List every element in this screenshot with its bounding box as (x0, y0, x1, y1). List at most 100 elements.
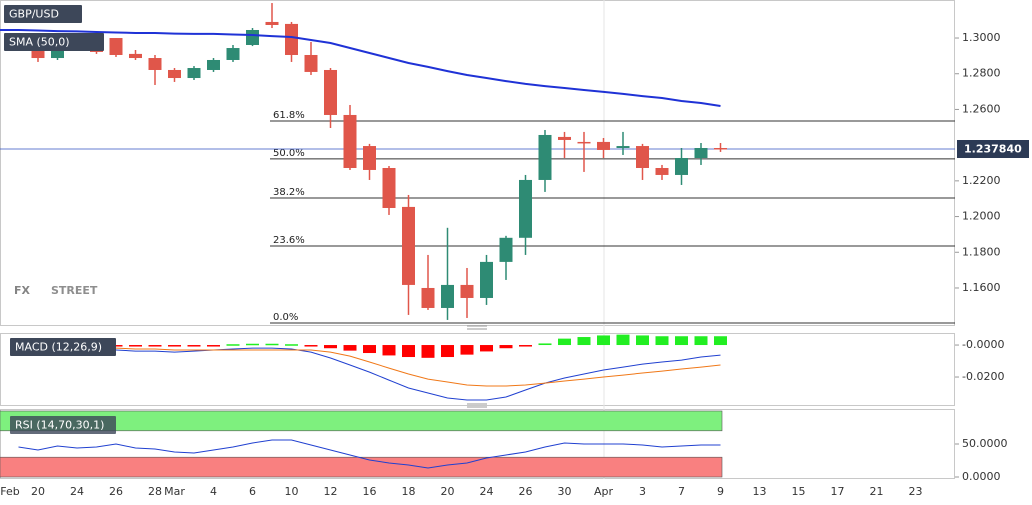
x-tick-label: Feb (0, 485, 19, 498)
histogram-bar (324, 345, 337, 349)
y-tick-label: 1.2800 (962, 67, 1001, 80)
x-tick-label: 21 (870, 485, 884, 498)
line (0, 29, 721, 107)
candle-body (304, 54, 318, 72)
histogram-bar (636, 335, 649, 346)
histogram-bar (694, 336, 708, 346)
rsi-panel-frame (0, 409, 955, 479)
candle-body (265, 21, 279, 25)
histogram-bar (168, 345, 181, 347)
label-box (10, 416, 116, 434)
fib-label: 38.2% (273, 187, 305, 198)
candle-body (187, 68, 201, 79)
candle-body (441, 284, 454, 308)
candle-body (129, 53, 142, 59)
fib-label: 0.0% (273, 312, 298, 323)
histogram-bar (499, 345, 513, 349)
x-tick-label: 9 (717, 485, 724, 498)
y-tick-label: 1.3000 (962, 31, 1001, 44)
y-tick-label: 50.0000 (962, 437, 1008, 450)
panel-label: RSI (14,70,30,1) (15, 419, 104, 432)
histogram-bar (519, 345, 532, 347)
candle-body (460, 284, 474, 298)
candle-body (207, 59, 220, 70)
histogram-bar (207, 345, 220, 347)
candle-body (382, 167, 396, 208)
histogram-bar (441, 345, 454, 358)
label-box (4, 5, 82, 23)
y-tick-label: 1.2200 (962, 174, 1001, 187)
candle-body (421, 287, 435, 308)
panel-label: MACD (12,26,9) (15, 341, 102, 354)
x-tick-label: 16 (363, 485, 377, 498)
y-tick-label: 1.1800 (962, 245, 1001, 258)
candle-body (577, 141, 591, 144)
x-tick-label: 26 (519, 485, 533, 498)
histogram-bar (538, 343, 552, 346)
x-tick-label: Mar (164, 485, 185, 498)
candle-body (343, 114, 357, 168)
candle-body (519, 179, 532, 238)
histogram-bar (343, 345, 357, 351)
candle-body (675, 158, 688, 175)
rsi-zone (0, 410, 723, 432)
x-tick-label: 28 (148, 485, 162, 498)
candle-body (655, 167, 669, 175)
panel-grip (467, 325, 487, 408)
candle-body (148, 58, 162, 70)
label-box (10, 338, 116, 356)
x-tick-label: 7 (678, 485, 685, 498)
candle-body (636, 146, 649, 168)
panel-label: GBP/USD (9, 8, 59, 21)
x-tick-label: 4 (210, 485, 217, 498)
x-tick-label: 15 (792, 485, 806, 498)
histogram-bar (577, 337, 591, 346)
candle-body (168, 69, 181, 79)
candle-body (324, 69, 337, 115)
y-tick-label: 1.2600 (962, 102, 1001, 115)
candle-body (714, 148, 727, 150)
y-tick-label: -0.0000 (962, 338, 1004, 351)
histogram-bar (129, 345, 142, 347)
candle-body (363, 146, 376, 170)
histogram-bar (402, 345, 415, 358)
panel-label: SMA (50,0) (9, 36, 70, 49)
candle-body (499, 237, 513, 262)
fib-label: 50.0% (273, 148, 305, 159)
logo-fx: FX (14, 284, 31, 297)
histogram-bar (382, 345, 396, 356)
histogram-bar (363, 345, 376, 354)
histogram-bar (421, 345, 435, 358)
histogram-bar (187, 345, 201, 347)
candle-body (597, 141, 610, 150)
histogram-bar (285, 344, 298, 346)
x-tick-label: Apr (594, 485, 614, 498)
histogram-bar (675, 336, 688, 346)
x-tick-label: 17 (831, 485, 845, 498)
histogram-bar (597, 335, 610, 346)
candle-body (246, 29, 259, 45)
y-tick-label: -0.0200 (962, 370, 1004, 383)
x-tick-label: 26 (109, 485, 123, 498)
candle-body (226, 48, 240, 60)
candle-body (480, 261, 493, 298)
x-tick-label: 23 (909, 485, 923, 498)
candle-body (285, 23, 298, 55)
x-tick-label: 13 (753, 485, 767, 498)
candle-body (616, 146, 630, 149)
candle-body (402, 206, 415, 285)
x-tick-label: 6 (249, 485, 256, 498)
y-tick-label: 1.1600 (962, 281, 1001, 294)
rsi-zone (0, 456, 723, 478)
last-price-label: 1.237840 (964, 143, 1022, 156)
histogram-bar (304, 345, 318, 347)
x-tick-label: 10 (285, 485, 299, 498)
histogram-bar (148, 345, 162, 347)
x-tick-label: 30 (558, 485, 572, 498)
histogram-bar (616, 334, 630, 346)
histogram-bar (460, 345, 474, 355)
x-tick-label: 24 (480, 485, 494, 498)
histogram-bar (558, 338, 571, 346)
histogram-bar (265, 343, 279, 346)
x-tick-label: 24 (70, 485, 84, 498)
